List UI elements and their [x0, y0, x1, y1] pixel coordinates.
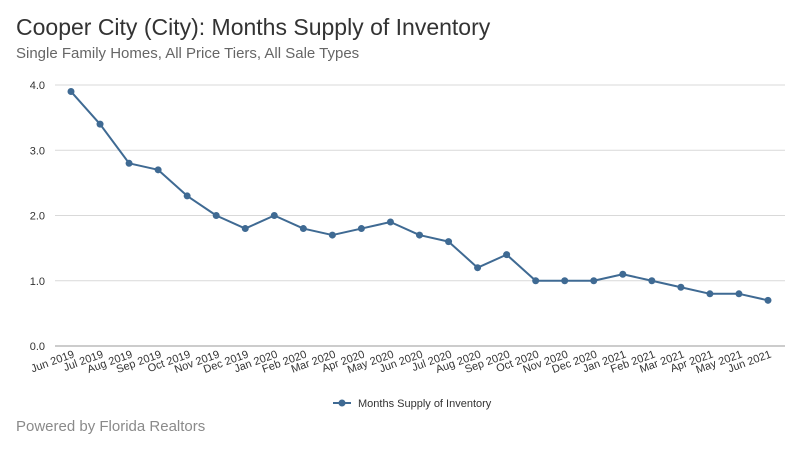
data-point	[357, 225, 365, 233]
y-axis-ticks: 0.0 1.0 2.0 3.0 4.0	[30, 80, 45, 353]
data-point	[445, 238, 453, 246]
legend[interactable]: Months Supply of Inventory	[333, 398, 492, 410]
data-point	[241, 225, 249, 233]
y-tick-label: 1.0	[30, 276, 45, 288]
data-point	[561, 277, 569, 285]
data-point	[386, 218, 394, 226]
data-point	[328, 231, 336, 239]
data-point	[299, 225, 307, 233]
data-point	[590, 277, 598, 285]
data-point	[735, 290, 743, 298]
series-line	[70, 90, 769, 302]
series-layer	[67, 88, 772, 304]
legend-label: Months Supply of Inventory	[358, 398, 492, 410]
data-point	[648, 277, 656, 285]
gridlines	[55, 84, 785, 347]
data-point	[416, 231, 423, 239]
chart-subtitle: Single Family Homes, All Price Tiers, Al…	[16, 45, 360, 62]
chart-title: Cooper City (City): Months Supply of Inv…	[16, 14, 491, 40]
data-point	[677, 283, 685, 291]
y-tick-label: 0.0	[30, 341, 45, 353]
data-point	[67, 88, 75, 96]
data-point	[619, 270, 627, 278]
y-tick-label: 4.0	[30, 80, 45, 92]
data-point	[706, 290, 714, 298]
data-point	[125, 159, 133, 167]
data-point	[154, 166, 162, 174]
data-point	[532, 277, 540, 285]
y-tick-label: 2.0	[30, 211, 45, 223]
data-point	[764, 296, 772, 304]
data-point	[96, 120, 104, 128]
data-point	[474, 264, 482, 272]
legend-marker-icon	[338, 399, 346, 407]
data-point	[183, 192, 191, 200]
powered-by-footer: Powered by Florida Realtors	[16, 418, 206, 435]
data-point	[503, 251, 511, 259]
y-tick-label: 3.0	[30, 145, 45, 157]
data-point	[212, 212, 220, 219]
data-point	[270, 212, 278, 219]
